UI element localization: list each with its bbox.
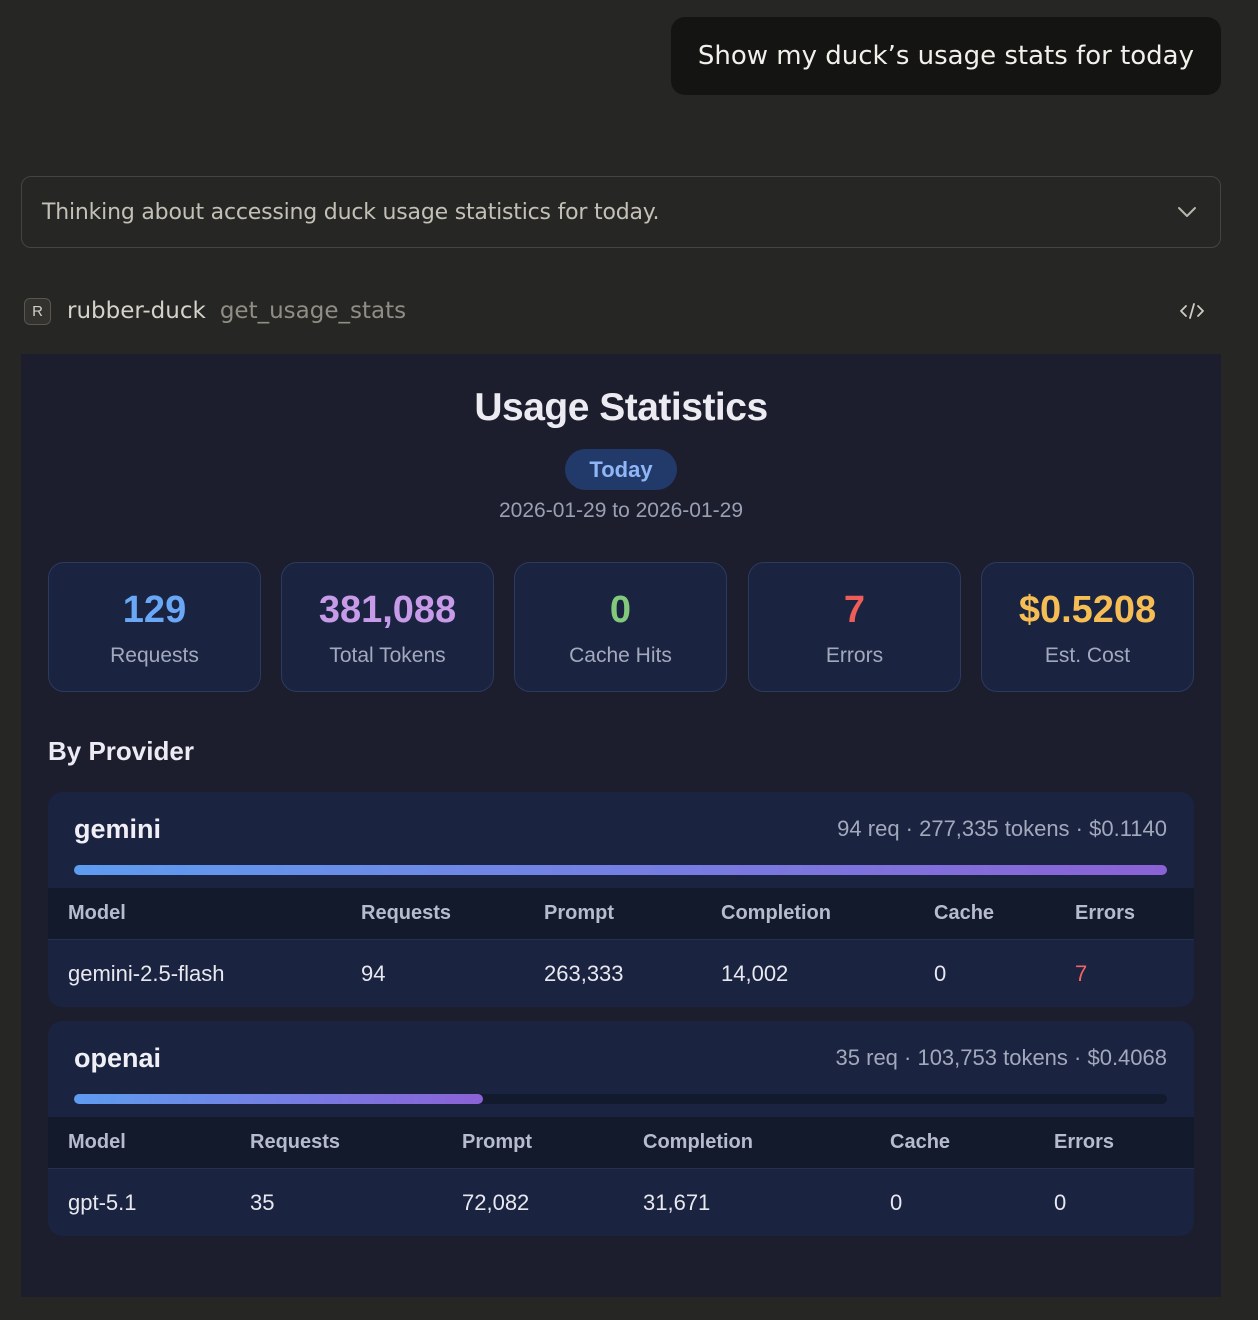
- stat-label: Est. Cost: [1044, 644, 1131, 667]
- tool-function-name: get_usage_stats: [219, 298, 407, 324]
- errors-cell: 0: [1054, 1189, 1067, 1215]
- provider-share-bar: [74, 1094, 1167, 1104]
- provider-summary: 94 req · 277,335 tokens · $0.1140: [837, 816, 1167, 841]
- stat-value: $0.5208: [1018, 589, 1157, 631]
- stat-card-errors: 7 Errors: [748, 562, 961, 692]
- thinking-disclosure[interactable]: Thinking about accessing duck usage stat…: [21, 176, 1221, 248]
- column-header: Completion: [643, 1131, 753, 1153]
- prompt-cell: 263,333: [544, 960, 624, 986]
- stat-card-cache-hits: 0 Cache Hits: [514, 562, 727, 692]
- provider-card-openai: openai 35 req · 103,753 tokens · $0.4068…: [48, 1021, 1194, 1236]
- chevron-down-icon[interactable]: [1176, 201, 1198, 223]
- provider-share-fill: [74, 1094, 483, 1104]
- column-header: Model: [68, 902, 126, 924]
- column-header: Cache: [890, 1131, 951, 1153]
- column-header: Prompt: [462, 1131, 532, 1153]
- errors-cell: 7: [1075, 960, 1088, 986]
- stat-card-total-tokens: 381,088 Total Tokens: [281, 562, 494, 692]
- stat-value: 381,088: [318, 589, 457, 631]
- provider-name: gemini: [74, 814, 162, 844]
- stat-label: Total Tokens: [329, 644, 446, 667]
- cache-cell: 0: [934, 960, 947, 986]
- column-header: Errors: [1075, 902, 1136, 924]
- stat-label: Errors: [825, 644, 884, 667]
- column-header: Model: [68, 1131, 126, 1153]
- cache-cell: 0: [890, 1189, 903, 1215]
- column-header: Requests: [361, 902, 452, 924]
- table-row: gemini-2.5-flash 94 263,333 14,002 0 7: [48, 940, 1194, 1007]
- code-icon[interactable]: [1176, 295, 1208, 327]
- stat-label: Cache Hits: [569, 644, 672, 667]
- user-message: Show my duck’s usage stats for today: [670, 17, 1221, 95]
- column-header: Errors: [1054, 1131, 1115, 1153]
- column-header: Requests: [250, 1131, 341, 1153]
- column-header: Prompt: [544, 902, 614, 924]
- date-range: 2026-01-29 to 2026-01-29: [498, 499, 744, 522]
- table-header: Model Requests Prompt Completion Cache E…: [48, 1117, 1194, 1169]
- stat-value: 0: [609, 589, 632, 631]
- prompt-cell: 72,082: [462, 1189, 530, 1215]
- completion-cell: 31,671: [643, 1189, 711, 1215]
- panel-title: Usage Statistics: [474, 386, 768, 429]
- provider-share-fill: [74, 865, 1167, 875]
- model-cell: gpt-5.1: [68, 1189, 137, 1215]
- tool-call-header: R rubber-duck get_usage_stats: [24, 290, 1214, 332]
- provider-summary: 35 req · 103,753 tokens · $0.4068: [835, 1045, 1167, 1070]
- tool-server-badge: R: [24, 297, 51, 325]
- thinking-text: Thinking about accessing duck usage stat…: [42, 199, 660, 225]
- stat-card-requests: 129 Requests: [48, 562, 261, 692]
- requests-cell: 94: [361, 960, 386, 986]
- section-title: By Provider: [48, 736, 194, 766]
- requests-cell: 35: [250, 1189, 275, 1215]
- column-header: Cache: [934, 902, 995, 924]
- period-badge: Today: [565, 449, 677, 490]
- stat-label: Requests: [110, 644, 199, 667]
- stat-value: 129: [122, 589, 187, 631]
- provider-card-gemini: gemini 94 req · 277,335 tokens · $0.1140…: [48, 792, 1194, 1007]
- model-cell: gemini-2.5-flash: [68, 960, 225, 986]
- provider-name: openai: [74, 1043, 162, 1073]
- stat-value: 7: [843, 589, 866, 631]
- column-header: Completion: [721, 902, 831, 924]
- stat-card-est-cost: $0.5208 Est. Cost: [981, 562, 1194, 692]
- tool-server-name: rubber-duck: [67, 298, 206, 324]
- table-row: gpt-5.1 35 72,082 31,671 0 0: [48, 1169, 1194, 1236]
- table-header: Model Requests Prompt Completion Cache E…: [48, 888, 1194, 940]
- completion-cell: 14,002: [721, 960, 789, 986]
- provider-share-bar: [74, 865, 1167, 875]
